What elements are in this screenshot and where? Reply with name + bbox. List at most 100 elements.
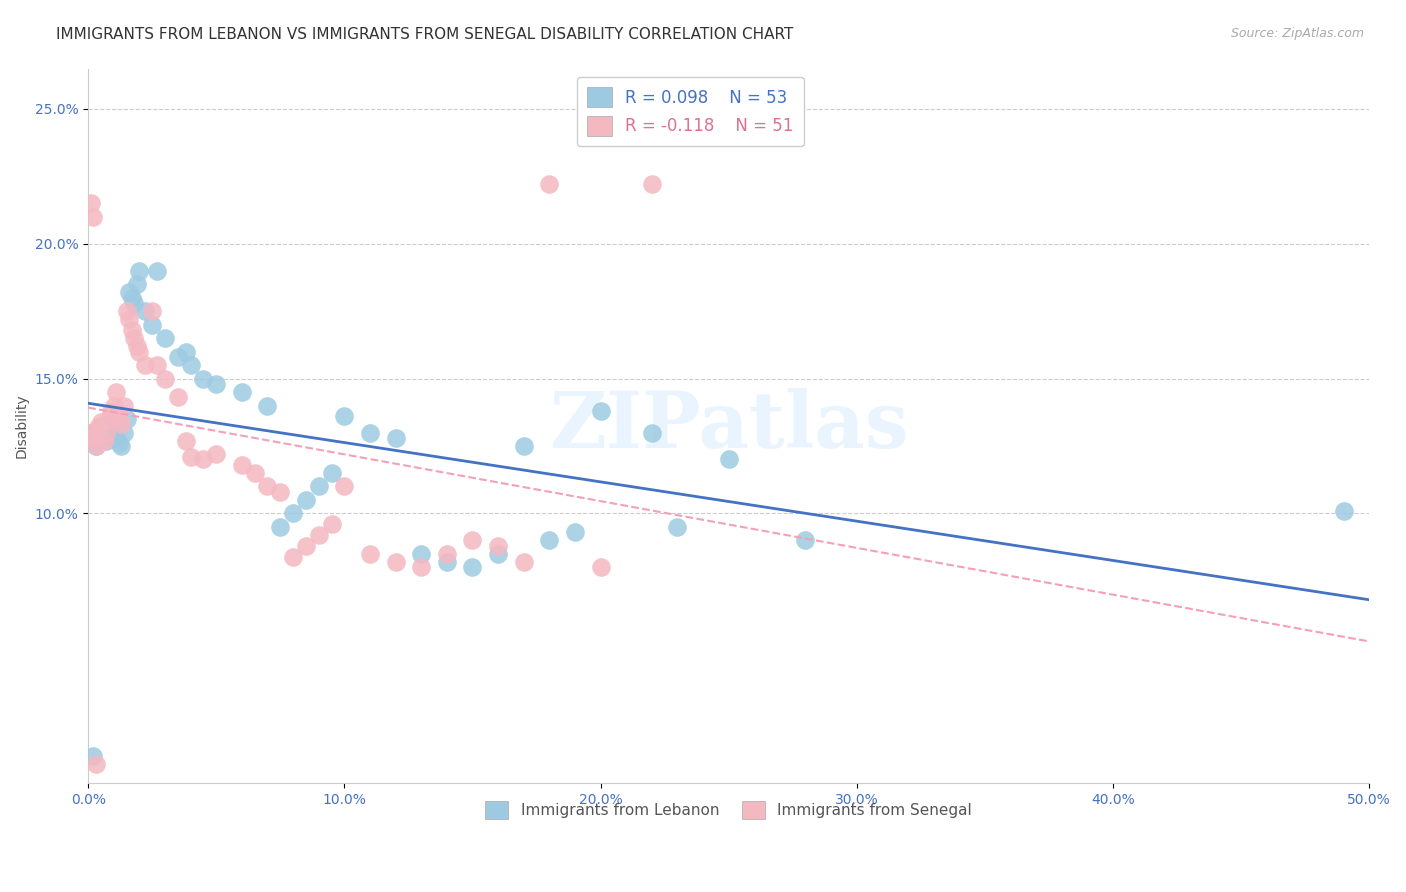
Point bbox=[134, 304, 156, 318]
Point bbox=[80, 425, 103, 440]
Point bbox=[180, 358, 202, 372]
Point bbox=[141, 318, 163, 332]
Point bbox=[589, 560, 612, 574]
Point bbox=[794, 533, 817, 548]
Point bbox=[461, 533, 484, 548]
Point bbox=[97, 412, 120, 426]
Point bbox=[384, 431, 406, 445]
Point bbox=[82, 210, 104, 224]
Point bbox=[108, 412, 131, 426]
Point bbox=[97, 428, 120, 442]
Point bbox=[281, 507, 304, 521]
Point bbox=[308, 479, 330, 493]
Point bbox=[461, 560, 484, 574]
Point bbox=[128, 344, 150, 359]
Point bbox=[125, 277, 148, 292]
Point bbox=[717, 452, 740, 467]
Point bbox=[80, 425, 103, 440]
Point bbox=[82, 425, 104, 440]
Point bbox=[333, 479, 356, 493]
Point bbox=[321, 466, 343, 480]
Point bbox=[564, 525, 586, 540]
Point bbox=[105, 431, 128, 445]
Point bbox=[486, 539, 509, 553]
Point bbox=[321, 517, 343, 532]
Point bbox=[295, 492, 318, 507]
Point bbox=[110, 439, 132, 453]
Text: IMMIGRANTS FROM LEBANON VS IMMIGRANTS FROM SENEGAL DISABILITY CORRELATION CHART: IMMIGRANTS FROM LEBANON VS IMMIGRANTS FR… bbox=[56, 27, 793, 42]
Point bbox=[269, 484, 291, 499]
Point bbox=[205, 376, 228, 391]
Point bbox=[1333, 504, 1355, 518]
Point bbox=[115, 412, 138, 426]
Point bbox=[84, 757, 107, 772]
Point bbox=[103, 417, 125, 432]
Point bbox=[153, 371, 176, 385]
Point bbox=[166, 391, 188, 405]
Point bbox=[641, 178, 664, 192]
Point bbox=[153, 331, 176, 345]
Point bbox=[121, 323, 143, 337]
Legend: Immigrants from Lebanon, Immigrants from Senegal: Immigrants from Lebanon, Immigrants from… bbox=[479, 795, 979, 825]
Point bbox=[174, 434, 197, 448]
Point bbox=[193, 452, 215, 467]
Point bbox=[256, 399, 278, 413]
Point bbox=[231, 458, 253, 472]
Point bbox=[94, 434, 117, 448]
Point bbox=[256, 479, 278, 493]
Point bbox=[118, 312, 141, 326]
Point bbox=[93, 425, 115, 440]
Point bbox=[295, 539, 318, 553]
Point bbox=[100, 404, 122, 418]
Point bbox=[128, 264, 150, 278]
Point bbox=[108, 436, 131, 450]
Point bbox=[411, 547, 433, 561]
Point bbox=[122, 296, 145, 310]
Point bbox=[115, 304, 138, 318]
Point bbox=[231, 385, 253, 400]
Point bbox=[84, 439, 107, 453]
Point bbox=[93, 434, 115, 448]
Point bbox=[94, 425, 117, 440]
Point bbox=[166, 350, 188, 364]
Point bbox=[90, 415, 112, 429]
Point bbox=[121, 291, 143, 305]
Text: ZIPatlas: ZIPatlas bbox=[548, 388, 908, 464]
Text: Source: ZipAtlas.com: Source: ZipAtlas.com bbox=[1230, 27, 1364, 40]
Point bbox=[538, 178, 561, 192]
Point bbox=[436, 547, 458, 561]
Point bbox=[90, 420, 112, 434]
Point bbox=[384, 555, 406, 569]
Point bbox=[105, 385, 128, 400]
Point bbox=[641, 425, 664, 440]
Point bbox=[359, 547, 381, 561]
Point bbox=[146, 264, 169, 278]
Point bbox=[269, 520, 291, 534]
Point bbox=[538, 533, 561, 548]
Point bbox=[125, 339, 148, 353]
Point bbox=[146, 358, 169, 372]
Point bbox=[82, 749, 104, 764]
Y-axis label: Disability: Disability bbox=[15, 393, 30, 458]
Point bbox=[589, 404, 612, 418]
Point bbox=[193, 371, 215, 385]
Point bbox=[436, 555, 458, 569]
Point bbox=[103, 399, 125, 413]
Point bbox=[87, 431, 110, 445]
Point bbox=[100, 423, 122, 437]
Point bbox=[512, 555, 534, 569]
Point bbox=[180, 450, 202, 464]
Point bbox=[141, 304, 163, 318]
Point bbox=[84, 439, 107, 453]
Point bbox=[87, 420, 110, 434]
Point bbox=[411, 560, 433, 574]
Point bbox=[80, 196, 103, 211]
Point bbox=[134, 358, 156, 372]
Point bbox=[205, 447, 228, 461]
Point bbox=[112, 425, 135, 440]
Point bbox=[82, 431, 104, 445]
Point bbox=[243, 466, 266, 480]
Point bbox=[174, 344, 197, 359]
Point bbox=[666, 520, 689, 534]
Point bbox=[359, 425, 381, 440]
